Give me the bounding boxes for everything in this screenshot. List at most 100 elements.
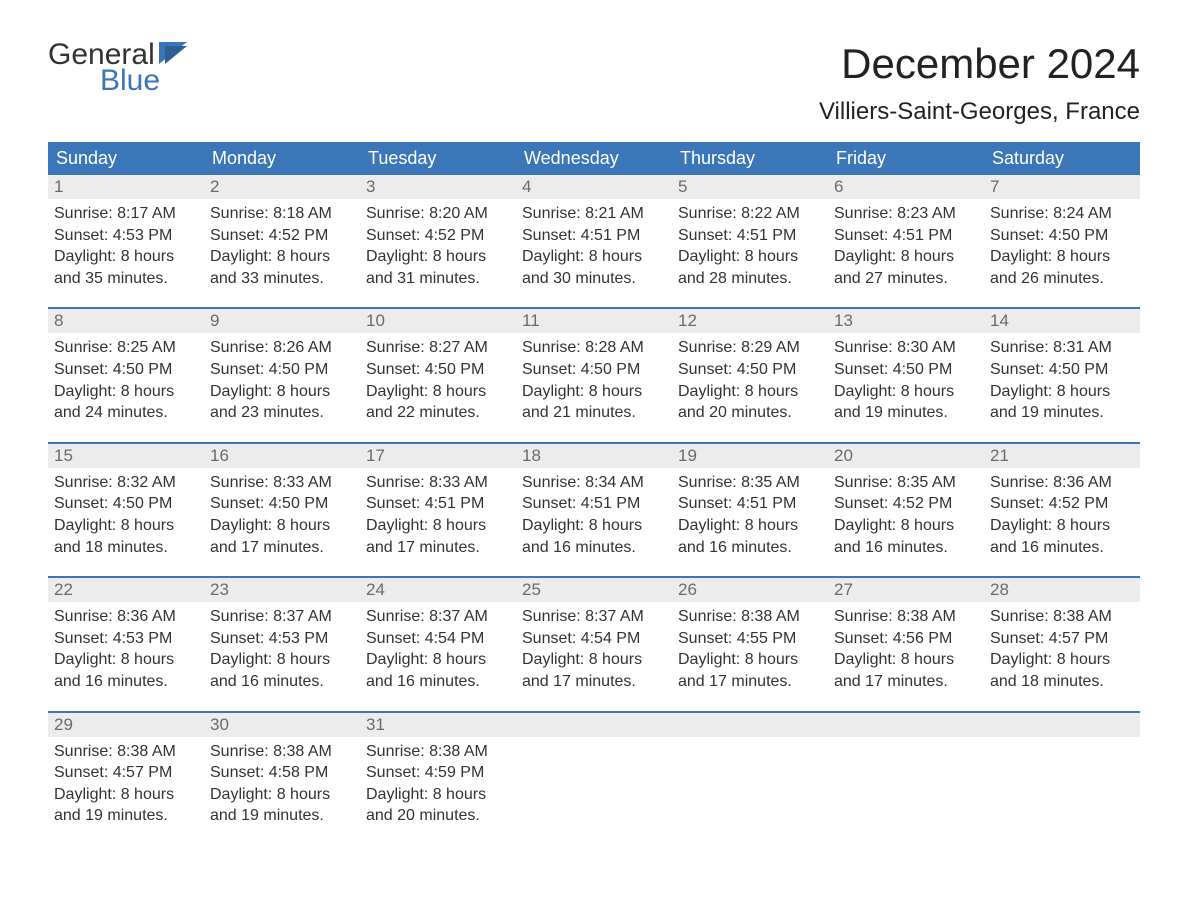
day-cell: Sunrise: 8:33 AMSunset: 4:50 PMDaylight:… — [204, 468, 360, 562]
sunrise-line: Sunrise: 8:38 AM — [990, 606, 1134, 628]
day-number — [828, 713, 984, 737]
dow-friday: Friday — [828, 142, 984, 175]
daylight-line-2: and 17 minutes. — [210, 537, 354, 559]
daylight-line-1: Daylight: 8 hours — [210, 515, 354, 537]
day-cell: Sunrise: 8:38 AMSunset: 4:57 PMDaylight:… — [984, 602, 1140, 696]
sunset-line: Sunset: 4:50 PM — [522, 359, 666, 381]
sunset-line: Sunset: 4:59 PM — [366, 762, 510, 784]
day-number: 6 — [828, 175, 984, 199]
sunset-line: Sunset: 4:58 PM — [210, 762, 354, 784]
day-number: 17 — [360, 444, 516, 468]
day-cell: Sunrise: 8:26 AMSunset: 4:50 PMDaylight:… — [204, 333, 360, 427]
day-cell: Sunrise: 8:22 AMSunset: 4:51 PMDaylight:… — [672, 199, 828, 293]
day-number: 25 — [516, 578, 672, 602]
sunset-line: Sunset: 4:50 PM — [54, 493, 198, 515]
day-cell: Sunrise: 8:36 AMSunset: 4:53 PMDaylight:… — [48, 602, 204, 696]
daylight-line-1: Daylight: 8 hours — [990, 381, 1134, 403]
sunrise-line: Sunrise: 8:31 AM — [990, 337, 1134, 359]
daylight-line-2: and 17 minutes. — [522, 671, 666, 693]
day-number: 30 — [204, 713, 360, 737]
daylight-line-1: Daylight: 8 hours — [366, 515, 510, 537]
daylight-line-2: and 23 minutes. — [210, 402, 354, 424]
day-number: 18 — [516, 444, 672, 468]
sunrise-line: Sunrise: 8:18 AM — [210, 203, 354, 225]
sunset-line: Sunset: 4:53 PM — [210, 628, 354, 650]
day-number: 29 — [48, 713, 204, 737]
day-cell: Sunrise: 8:18 AMSunset: 4:52 PMDaylight:… — [204, 199, 360, 293]
daylight-line-2: and 18 minutes. — [990, 671, 1134, 693]
daylight-line-2: and 24 minutes. — [54, 402, 198, 424]
day-number-row: 293031 — [48, 713, 1140, 737]
day-cell: Sunrise: 8:21 AMSunset: 4:51 PMDaylight:… — [516, 199, 672, 293]
day-cell: Sunrise: 8:29 AMSunset: 4:50 PMDaylight:… — [672, 333, 828, 427]
day-number: 8 — [48, 309, 204, 333]
week-row: 22232425262728Sunrise: 8:36 AMSunset: 4:… — [48, 576, 1140, 696]
header: General Blue December 2024 Villiers-Sain… — [48, 40, 1140, 138]
dow-tuesday: Tuesday — [360, 142, 516, 175]
day-body-row: Sunrise: 8:32 AMSunset: 4:50 PMDaylight:… — [48, 468, 1140, 562]
dow-monday: Monday — [204, 142, 360, 175]
daylight-line-1: Daylight: 8 hours — [366, 784, 510, 806]
day-cell: Sunrise: 8:27 AMSunset: 4:50 PMDaylight:… — [360, 333, 516, 427]
sunset-line: Sunset: 4:50 PM — [990, 359, 1134, 381]
sunset-line: Sunset: 4:51 PM — [366, 493, 510, 515]
week-row: 1234567Sunrise: 8:17 AMSunset: 4:53 PMDa… — [48, 175, 1140, 293]
day-body-row: Sunrise: 8:36 AMSunset: 4:53 PMDaylight:… — [48, 602, 1140, 696]
title-block: December 2024 Villiers-Saint-Georges, Fr… — [819, 40, 1140, 138]
sunset-line: Sunset: 4:51 PM — [834, 225, 978, 247]
day-cell: Sunrise: 8:17 AMSunset: 4:53 PMDaylight:… — [48, 199, 204, 293]
daylight-line-2: and 35 minutes. — [54, 268, 198, 290]
calendar: Sunday Monday Tuesday Wednesday Thursday… — [48, 142, 1140, 831]
daylight-line-2: and 19 minutes. — [54, 805, 198, 827]
daylight-line-2: and 16 minutes. — [366, 671, 510, 693]
sunrise-line: Sunrise: 8:38 AM — [54, 741, 198, 763]
sunset-line: Sunset: 4:52 PM — [834, 493, 978, 515]
day-number: 7 — [984, 175, 1140, 199]
daylight-line-1: Daylight: 8 hours — [54, 246, 198, 268]
daylight-line-1: Daylight: 8 hours — [678, 515, 822, 537]
daylight-line-1: Daylight: 8 hours — [54, 515, 198, 537]
sunrise-line: Sunrise: 8:38 AM — [366, 741, 510, 763]
day-number: 22 — [48, 578, 204, 602]
sunset-line: Sunset: 4:50 PM — [834, 359, 978, 381]
sunrise-line: Sunrise: 8:35 AM — [678, 472, 822, 494]
month-title: December 2024 — [819, 40, 1140, 88]
day-cell: Sunrise: 8:36 AMSunset: 4:52 PMDaylight:… — [984, 468, 1140, 562]
sunrise-line: Sunrise: 8:22 AM — [678, 203, 822, 225]
daylight-line-2: and 17 minutes. — [678, 671, 822, 693]
daylight-line-1: Daylight: 8 hours — [210, 649, 354, 671]
daylight-line-2: and 16 minutes. — [522, 537, 666, 559]
daylight-line-1: Daylight: 8 hours — [54, 649, 198, 671]
week-row: 891011121314Sunrise: 8:25 AMSunset: 4:50… — [48, 307, 1140, 427]
day-body-row: Sunrise: 8:17 AMSunset: 4:53 PMDaylight:… — [48, 199, 1140, 293]
sunset-line: Sunset: 4:52 PM — [366, 225, 510, 247]
day-number: 27 — [828, 578, 984, 602]
dow-sunday: Sunday — [48, 142, 204, 175]
sunrise-line: Sunrise: 8:36 AM — [54, 606, 198, 628]
daylight-line-1: Daylight: 8 hours — [522, 246, 666, 268]
day-cell: Sunrise: 8:23 AMSunset: 4:51 PMDaylight:… — [828, 199, 984, 293]
day-number: 31 — [360, 713, 516, 737]
dow-thursday: Thursday — [672, 142, 828, 175]
daylight-line-2: and 19 minutes. — [834, 402, 978, 424]
sunrise-line: Sunrise: 8:38 AM — [678, 606, 822, 628]
day-number: 23 — [204, 578, 360, 602]
daylight-line-2: and 27 minutes. — [834, 268, 978, 290]
sunrise-line: Sunrise: 8:20 AM — [366, 203, 510, 225]
day-cell: Sunrise: 8:28 AMSunset: 4:50 PMDaylight:… — [516, 333, 672, 427]
daylight-line-1: Daylight: 8 hours — [366, 649, 510, 671]
day-cell: Sunrise: 8:33 AMSunset: 4:51 PMDaylight:… — [360, 468, 516, 562]
day-number — [672, 713, 828, 737]
daylight-line-2: and 31 minutes. — [366, 268, 510, 290]
sunset-line: Sunset: 4:50 PM — [990, 225, 1134, 247]
day-number — [984, 713, 1140, 737]
daylight-line-2: and 22 minutes. — [366, 402, 510, 424]
day-number: 4 — [516, 175, 672, 199]
day-cell: Sunrise: 8:30 AMSunset: 4:50 PMDaylight:… — [828, 333, 984, 427]
week-row: 15161718192021Sunrise: 8:32 AMSunset: 4:… — [48, 442, 1140, 562]
daylight-line-2: and 19 minutes. — [210, 805, 354, 827]
sunrise-line: Sunrise: 8:24 AM — [990, 203, 1134, 225]
sunset-line: Sunset: 4:56 PM — [834, 628, 978, 650]
daylight-line-1: Daylight: 8 hours — [54, 381, 198, 403]
day-number: 26 — [672, 578, 828, 602]
